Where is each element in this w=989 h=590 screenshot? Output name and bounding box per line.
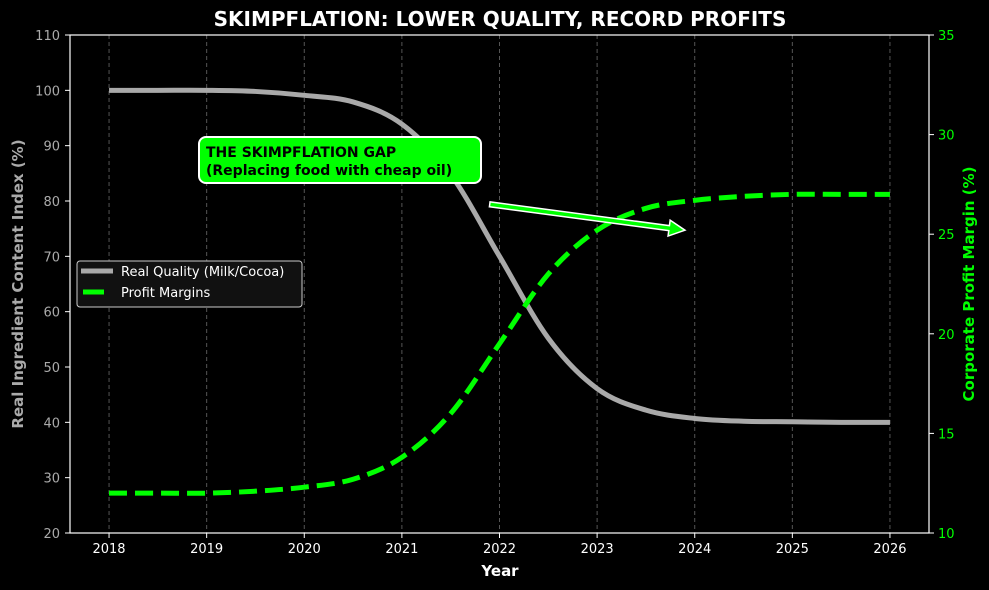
left-axis-ticks: 20 30 40 50 60 70 80 90 100 110 <box>35 29 70 542</box>
right-tick-label: 20 <box>938 328 955 343</box>
x-axis-label: Year <box>480 562 519 580</box>
annotation-line-2: (Replacing food with cheap oil) <box>206 163 452 179</box>
left-tick-label: 100 <box>35 84 60 99</box>
data-series <box>109 87 890 496</box>
legend: Real Quality (Milk/Cocoa) Profit Margins <box>76 260 303 308</box>
left-tick-label: 80 <box>43 195 60 210</box>
left-tick-label: 20 <box>43 527 60 542</box>
x-tick-label: 2020 <box>288 542 321 557</box>
x-tick-label: 2024 <box>678 542 711 557</box>
right-tick-label: 35 <box>938 29 955 44</box>
x-tick-label: 2021 <box>385 542 418 557</box>
left-tick-label: 30 <box>43 472 60 487</box>
skimpflation-gap-annotation: THE SKIMPFLATION GAP (Replacing food wit… <box>198 136 687 238</box>
x-tick-label: 2019 <box>190 542 223 557</box>
right-tick-label: 30 <box>938 129 955 144</box>
right-axis-ticks: 10 15 20 25 30 35 <box>929 29 955 542</box>
right-axis-label: Corporate Profit Margin (%) <box>960 166 978 401</box>
x-tick-label: 2025 <box>776 542 809 557</box>
annotation-line-1: THE SKIMPFLATION GAP <box>206 145 396 161</box>
right-tick-label: 25 <box>938 228 955 243</box>
left-tick-label: 70 <box>43 250 60 265</box>
left-tick-label: 50 <box>43 361 60 376</box>
quality-line <box>109 87 890 425</box>
chart-title: SKIMPFLATION: LOWER QUALITY, RECORD PROF… <box>214 7 787 31</box>
left-tick-label: 60 <box>43 306 60 321</box>
x-axis-ticks: 2018 2019 2020 2021 2022 2023 2024 2025 2026 <box>92 533 907 557</box>
right-tick-label: 15 <box>938 427 955 442</box>
legend-box <box>76 260 303 308</box>
x-tick-label: 2022 <box>483 542 516 557</box>
right-tick-label: 10 <box>938 527 955 542</box>
x-tick-label: 2023 <box>581 542 614 557</box>
left-axis-label: Real Ingredient Content Index (%) <box>9 139 27 428</box>
x-tick-label: 2026 <box>873 542 906 557</box>
left-tick-label: 40 <box>43 416 60 431</box>
annotation-box <box>198 136 482 184</box>
left-tick-label: 110 <box>35 29 60 44</box>
x-tick-label: 2018 <box>92 542 125 557</box>
annotation-arrow-icon <box>488 200 687 238</box>
left-tick-label: 90 <box>43 140 60 155</box>
legend-profit-label: Profit Margins <box>121 286 210 301</box>
legend-quality-label: Real Quality (Milk/Cocoa) <box>121 265 284 280</box>
profit-line <box>109 191 890 496</box>
